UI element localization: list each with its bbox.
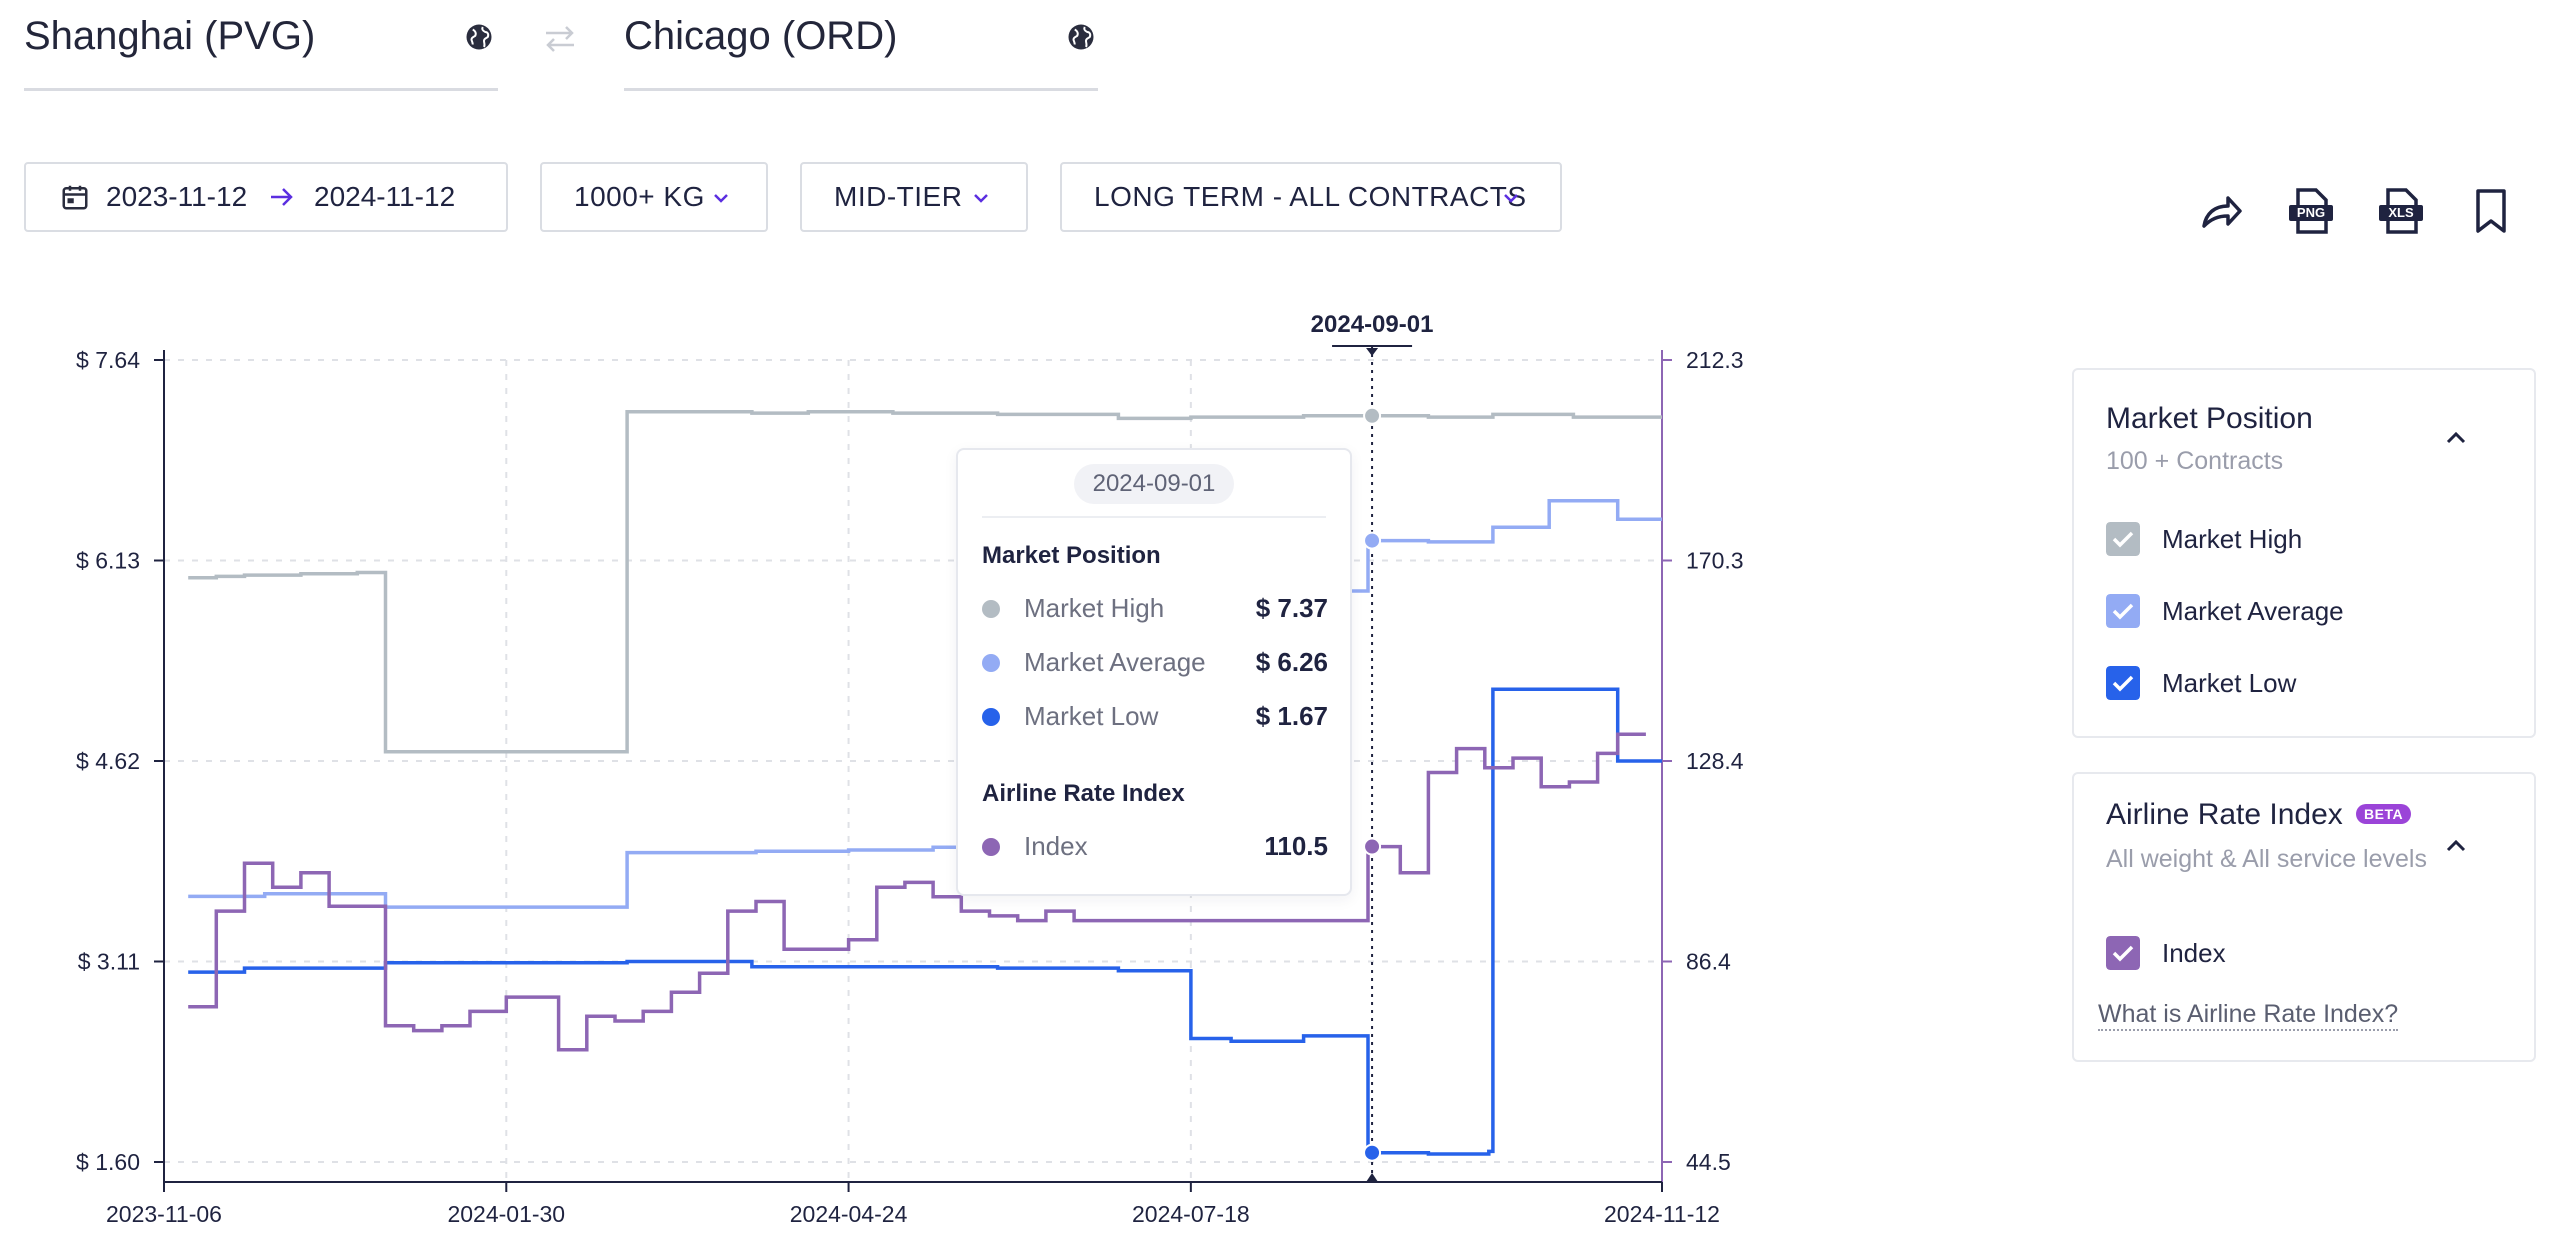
- beta-badge: BETA: [2356, 804, 2412, 824]
- xls-label: XLS: [2388, 205, 2414, 220]
- rate-chart[interactable]: $ 1.60 44.5 $ 3.11 86.4 $ 4.62 128.4 $ 6.13 170…: [0, 290, 1780, 1244]
- chevron-down-icon: [1504, 194, 1518, 203]
- tooltip-row-market-average: Market Average $ 6.26: [982, 642, 1328, 682]
- tooltip-row-market-low: Market Low $ 1.67: [982, 696, 1328, 736]
- swap-route-icon[interactable]: [540, 22, 580, 56]
- market-high-dot: [982, 600, 1000, 618]
- y-right-tick-label: 86.4: [1686, 949, 1731, 975]
- weight-value: 1000+ KG: [574, 181, 705, 212]
- origin-label: Shanghai (PVG): [24, 14, 316, 58]
- date-to-input[interactable]: 2024-11-12: [314, 181, 456, 212]
- checkbox-checked-icon[interactable]: [2106, 666, 2140, 700]
- toggle-index[interactable]: Index: [2106, 934, 2506, 974]
- tooltip-row-value: 110.5: [1264, 831, 1328, 861]
- crosshair-dot-index: [1363, 837, 1382, 856]
- toggle-label: Market Average: [2162, 596, 2344, 626]
- download-png-button[interactable]: PNG: [2286, 186, 2336, 236]
- toggle-market-low[interactable]: Market Low: [2106, 664, 2506, 704]
- crosshair-date-label: 2024-09-01: [1311, 311, 1434, 338]
- arrow-right-icon: [271, 188, 293, 206]
- checkbox-checked-icon[interactable]: [2106, 936, 2140, 970]
- series-line-index: [188, 732, 1646, 1052]
- market-position-panel: Market Position 100 + Contracts Market H…: [2072, 368, 2536, 738]
- tooltip-row-name: Market High: [1024, 593, 1165, 623]
- download-xls-button[interactable]: XLS: [2376, 186, 2426, 236]
- tooltip-date: 2024-09-01: [1074, 464, 1234, 504]
- y-left-tick-label: $ 4.62: [76, 748, 140, 774]
- tooltip-row-name: Market Low: [1024, 701, 1159, 731]
- x-tick-label: 2024-04-24: [790, 1201, 908, 1227]
- airline-rate-index-subtitle: All weight & All service levels: [2106, 845, 2427, 873]
- what-is-index-link[interactable]: What is Airline Rate Index?: [2098, 1000, 2399, 1031]
- contract-value: LONG TERM - ALL CONTRACTS: [1094, 181, 1527, 212]
- bookmark-icon[interactable]: [2466, 186, 2516, 236]
- y-left-tick-label: $ 3.11: [78, 949, 140, 975]
- chevron-down-icon: [974, 194, 988, 203]
- png-label: PNG: [2296, 205, 2326, 220]
- weight-dropdown[interactable]: 1000+ KG: [540, 162, 768, 232]
- y-right-tick-label: 170.3: [1686, 548, 1744, 574]
- origin-field[interactable]: Shanghai (PVG): [24, 0, 498, 91]
- tooltip-row-index: Index 110.5: [982, 826, 1328, 866]
- tier-dropdown[interactable]: MID-TIER: [800, 162, 1028, 232]
- toggle-label: Market High: [2162, 524, 2303, 554]
- y-right-tick-label: 212.3: [1686, 347, 1744, 373]
- chart-tooltip: 2024-09-01 Market Position Market High $…: [956, 448, 1352, 896]
- toggle-market-high[interactable]: Market High: [2106, 520, 2506, 560]
- toggle-label: Market Low: [2162, 668, 2297, 698]
- crosshair-bottom-marker: [1366, 1173, 1379, 1182]
- chevron-down-icon: [714, 194, 728, 203]
- date-range-picker[interactable]: 2023-11-12 2024-11-12: [24, 162, 508, 232]
- airline-rate-index-title: Airline Rate Index: [2106, 798, 2343, 831]
- toggle-market-average[interactable]: Market Average: [2106, 592, 2506, 632]
- destination-field[interactable]: Chicago (ORD): [624, 0, 1098, 91]
- tooltip-row-value: $ 1.67: [1255, 701, 1328, 731]
- calendar-icon: [62, 185, 88, 210]
- x-tick-label: 2023-11-06: [106, 1201, 222, 1227]
- y-left-tick-label: $ 6.13: [76, 548, 140, 574]
- market-position-title: Market Position: [2106, 402, 2313, 435]
- market-average-dot: [982, 654, 1000, 672]
- share-icon[interactable]: [2196, 186, 2246, 236]
- tooltip-row-market-high: Market High $ 7.37: [982, 588, 1328, 628]
- tooltip-row-value: $ 6.26: [1255, 647, 1328, 677]
- date-from-input[interactable]: 2023-11-12: [106, 181, 248, 212]
- x-tick-label: 2024-01-30: [447, 1201, 565, 1227]
- x-tick-label: 2024-11-12: [1604, 1201, 1720, 1227]
- xls-file-icon: [2379, 188, 2423, 234]
- globe-icon[interactable]: [464, 22, 494, 52]
- png-file-icon: [2289, 188, 2333, 234]
- series-line-market-low: [188, 687, 1662, 1156]
- destination-label: Chicago (ORD): [624, 14, 898, 58]
- market-low-dot: [982, 708, 1000, 726]
- tooltip-index-heading: Airline Rate Index: [982, 780, 1185, 807]
- x-tick-label: 2024-07-18: [1132, 1201, 1250, 1227]
- index-dot: [982, 838, 1000, 856]
- tooltip-row-value: $ 7.37: [1255, 593, 1328, 623]
- y-right-tick-label: 44.5: [1686, 1149, 1731, 1175]
- globe-icon[interactable]: [1066, 22, 1096, 52]
- crosshair-dot-market-low: [1363, 1143, 1382, 1162]
- y-left-tick-label: $ 7.64: [76, 347, 140, 373]
- series-line-market-average: [188, 498, 1662, 909]
- chevron-up-icon[interactable]: [2444, 430, 2468, 446]
- tooltip-row-name: Index: [1024, 831, 1088, 861]
- y-right-tick-label: 128.4: [1686, 748, 1744, 774]
- contract-dropdown[interactable]: LONG TERM - ALL CONTRACTS: [1060, 162, 1562, 232]
- series-line-market-high: [188, 410, 1662, 754]
- tier-value: MID-TIER: [834, 181, 963, 212]
- market-position-subtitle: 100 + Contracts: [2106, 447, 2284, 475]
- tooltip-market-heading: Market Position: [982, 542, 1161, 569]
- tooltip-row-name: Market Average: [1024, 647, 1206, 677]
- checkbox-checked-icon[interactable]: [2106, 594, 2140, 628]
- airline-rate-index-panel: Airline Rate Index BETA All weight & All…: [2072, 772, 2536, 1062]
- tooltip-divider: [982, 516, 1326, 518]
- crosshair-top-marker: [1366, 348, 1379, 356]
- toggle-label: Index: [2162, 938, 2226, 968]
- crosshair-dot-market-average: [1363, 531, 1382, 550]
- crosshair-dot-market-high: [1363, 406, 1382, 425]
- y-left-tick-label: $ 1.60: [76, 1149, 140, 1175]
- checkbox-checked-icon[interactable]: [2106, 522, 2140, 556]
- chevron-up-icon[interactable]: [2444, 838, 2468, 854]
